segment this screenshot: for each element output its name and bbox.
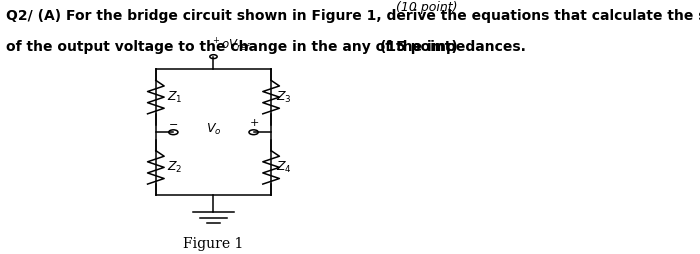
Text: (15 point): (15 point) bbox=[380, 40, 458, 54]
Text: (10 point): (10 point) bbox=[396, 1, 458, 14]
Text: $Z_3$: $Z_3$ bbox=[276, 90, 291, 105]
Text: Figure 1: Figure 1 bbox=[183, 237, 244, 251]
Text: $V_o$: $V_o$ bbox=[206, 122, 221, 137]
Text: $Z_1$: $Z_1$ bbox=[167, 90, 183, 105]
Text: of the output voltage to the change in the any of the impedances.: of the output voltage to the change in t… bbox=[6, 40, 526, 54]
Text: $^+$o$V_{ref}$: $^+$o$V_{ref}$ bbox=[211, 36, 251, 54]
Text: $Z_2$: $Z_2$ bbox=[167, 160, 183, 175]
Text: $Z_4$: $Z_4$ bbox=[276, 160, 291, 175]
Text: Q2/ (A) For the bridge circuit shown in Figure 1, derive the equations that calc: Q2/ (A) For the bridge circuit shown in … bbox=[6, 9, 700, 23]
Text: $-$: $-$ bbox=[168, 118, 178, 128]
Text: $+$: $+$ bbox=[248, 117, 259, 128]
